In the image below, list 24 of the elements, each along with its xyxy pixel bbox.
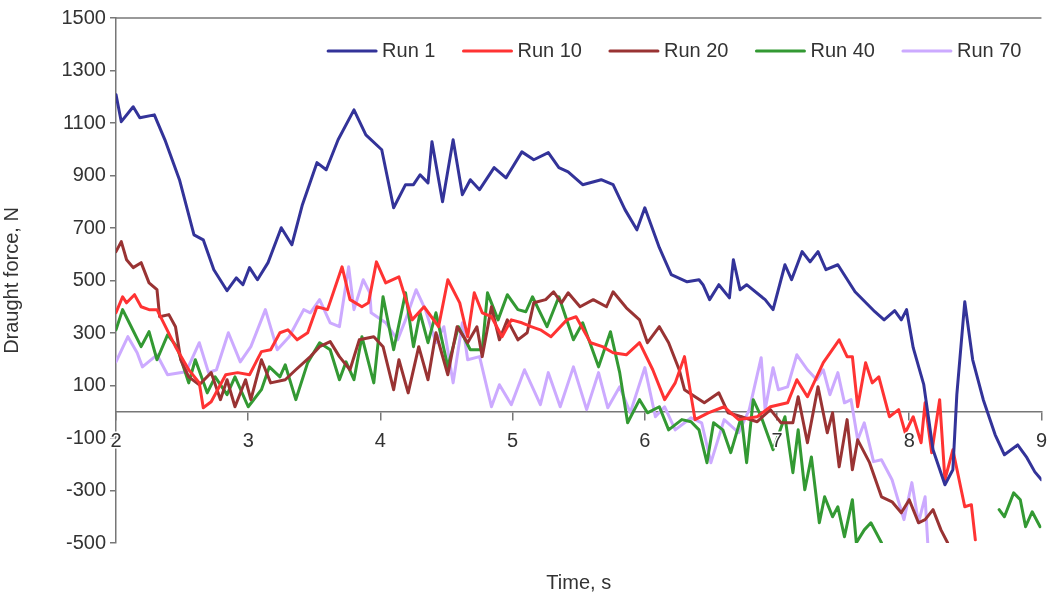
y-tick-label: 100	[72, 373, 106, 396]
legend-label: Run 1	[382, 38, 436, 61]
x-tick-label: 8	[903, 429, 915, 452]
y-tick-label: 500	[72, 268, 106, 291]
legend-label: Run 70	[956, 38, 1022, 61]
y-tick-label: -100	[65, 425, 106, 448]
x-axis-title: Time, s	[546, 570, 612, 593]
legend-label: Run 10	[517, 38, 582, 61]
y-axis-title: Draught force, N	[0, 207, 22, 354]
y-tick-label: 900	[72, 163, 106, 186]
y-tick-label: 1500	[61, 5, 106, 28]
x-tick-label: 3	[242, 429, 254, 452]
x-tick-label: 6	[639, 429, 651, 452]
y-tick-label: 1100	[62, 110, 106, 133]
x-tick-label: 5	[507, 429, 519, 452]
x-tick-label: 9	[1035, 429, 1047, 452]
y-tick-label: 700	[72, 215, 106, 238]
legend-label: Run 40	[810, 38, 875, 61]
y-tick-label: 300	[72, 320, 106, 343]
legend-label: Run 20	[663, 38, 729, 61]
y-tick-label: -500	[65, 530, 106, 553]
y-tick-label: -300	[65, 478, 106, 501]
y-tick-label: 1300	[61, 58, 106, 81]
x-tick-label: 4	[374, 429, 386, 452]
